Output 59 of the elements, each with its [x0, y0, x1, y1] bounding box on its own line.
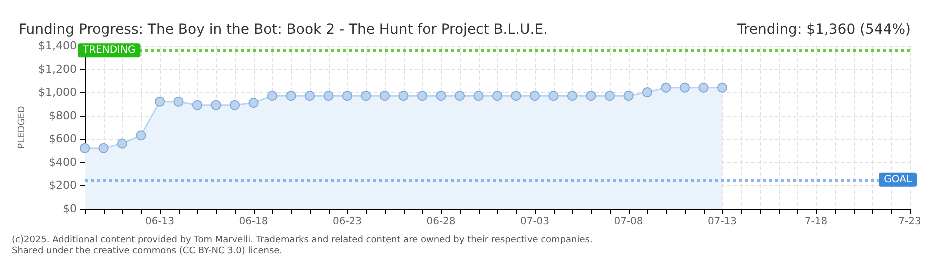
point — [455, 91, 465, 102]
point — [136, 130, 146, 141]
y-tick-label: $1,400 — [38, 40, 77, 52]
point — [248, 98, 259, 108]
x-tick-label: 7-23 — [898, 216, 922, 228]
y-tick-label: $600 — [49, 132, 77, 146]
point — [118, 138, 128, 149]
text: (c)2025. Additional content provided by Tom Marvelli. Trademarks and related content are owned by their respective companies. — [12, 236, 593, 246]
x-tick-label: 06-13 — [145, 216, 175, 228]
point — [698, 82, 709, 93]
y-axis-title: PLEDGED — [18, 106, 28, 149]
point — [155, 96, 165, 107]
point — [192, 100, 202, 110]
point — [211, 100, 222, 110]
x-tick-label: 06-18 — [239, 216, 268, 228]
chart-title: Funding Progress: The Boy in the Bot: Book 2 - The Hunt for Project B.L.U.E. — [19, 22, 548, 38]
y-tick-label: $400 — [49, 156, 77, 169]
point — [342, 91, 352, 102]
point — [661, 82, 672, 93]
point — [305, 91, 315, 102]
point — [380, 91, 390, 102]
point — [474, 91, 484, 102]
ref-line-label: TRENDING — [82, 45, 136, 56]
x-tick-label: 07-13 — [708, 216, 738, 228]
x-tick-label: 07-03 — [520, 216, 550, 228]
y-tick-label: $1,000 — [38, 86, 77, 100]
y-tick-label: $1,200 — [38, 62, 77, 76]
point — [286, 91, 296, 102]
point — [492, 91, 502, 102]
point — [98, 143, 109, 154]
point — [230, 100, 240, 110]
point — [324, 91, 334, 102]
point — [586, 91, 596, 102]
point — [436, 91, 446, 102]
point — [530, 91, 540, 102]
point — [268, 91, 278, 102]
point — [605, 91, 615, 102]
point — [361, 91, 372, 102]
point — [680, 82, 690, 93]
y-tick-label: $200 — [49, 179, 77, 192]
x-tick-label: 07-08 — [614, 216, 644, 228]
y-tick-label: $800 — [49, 109, 77, 122]
point — [642, 88, 652, 98]
point — [624, 91, 634, 102]
point — [174, 96, 184, 107]
ref-line-label: GOAL — [884, 174, 912, 186]
x-tick-label: 7-18 — [804, 216, 828, 228]
text: Shared under the creative commons (CC BY-NC 3.0) license. — [12, 246, 283, 256]
point — [418, 91, 428, 102]
chart-subtitle: Trending: $1,360 (544%) — [736, 22, 912, 38]
point — [718, 82, 728, 93]
point — [80, 143, 90, 154]
x-tick-label: 06-28 — [426, 216, 456, 228]
point — [511, 91, 522, 102]
point — [548, 91, 559, 102]
point — [398, 91, 409, 102]
point — [568, 91, 578, 102]
x-tick-label: 06-23 — [332, 216, 362, 228]
y-tick-label: $0 — [63, 202, 77, 216]
